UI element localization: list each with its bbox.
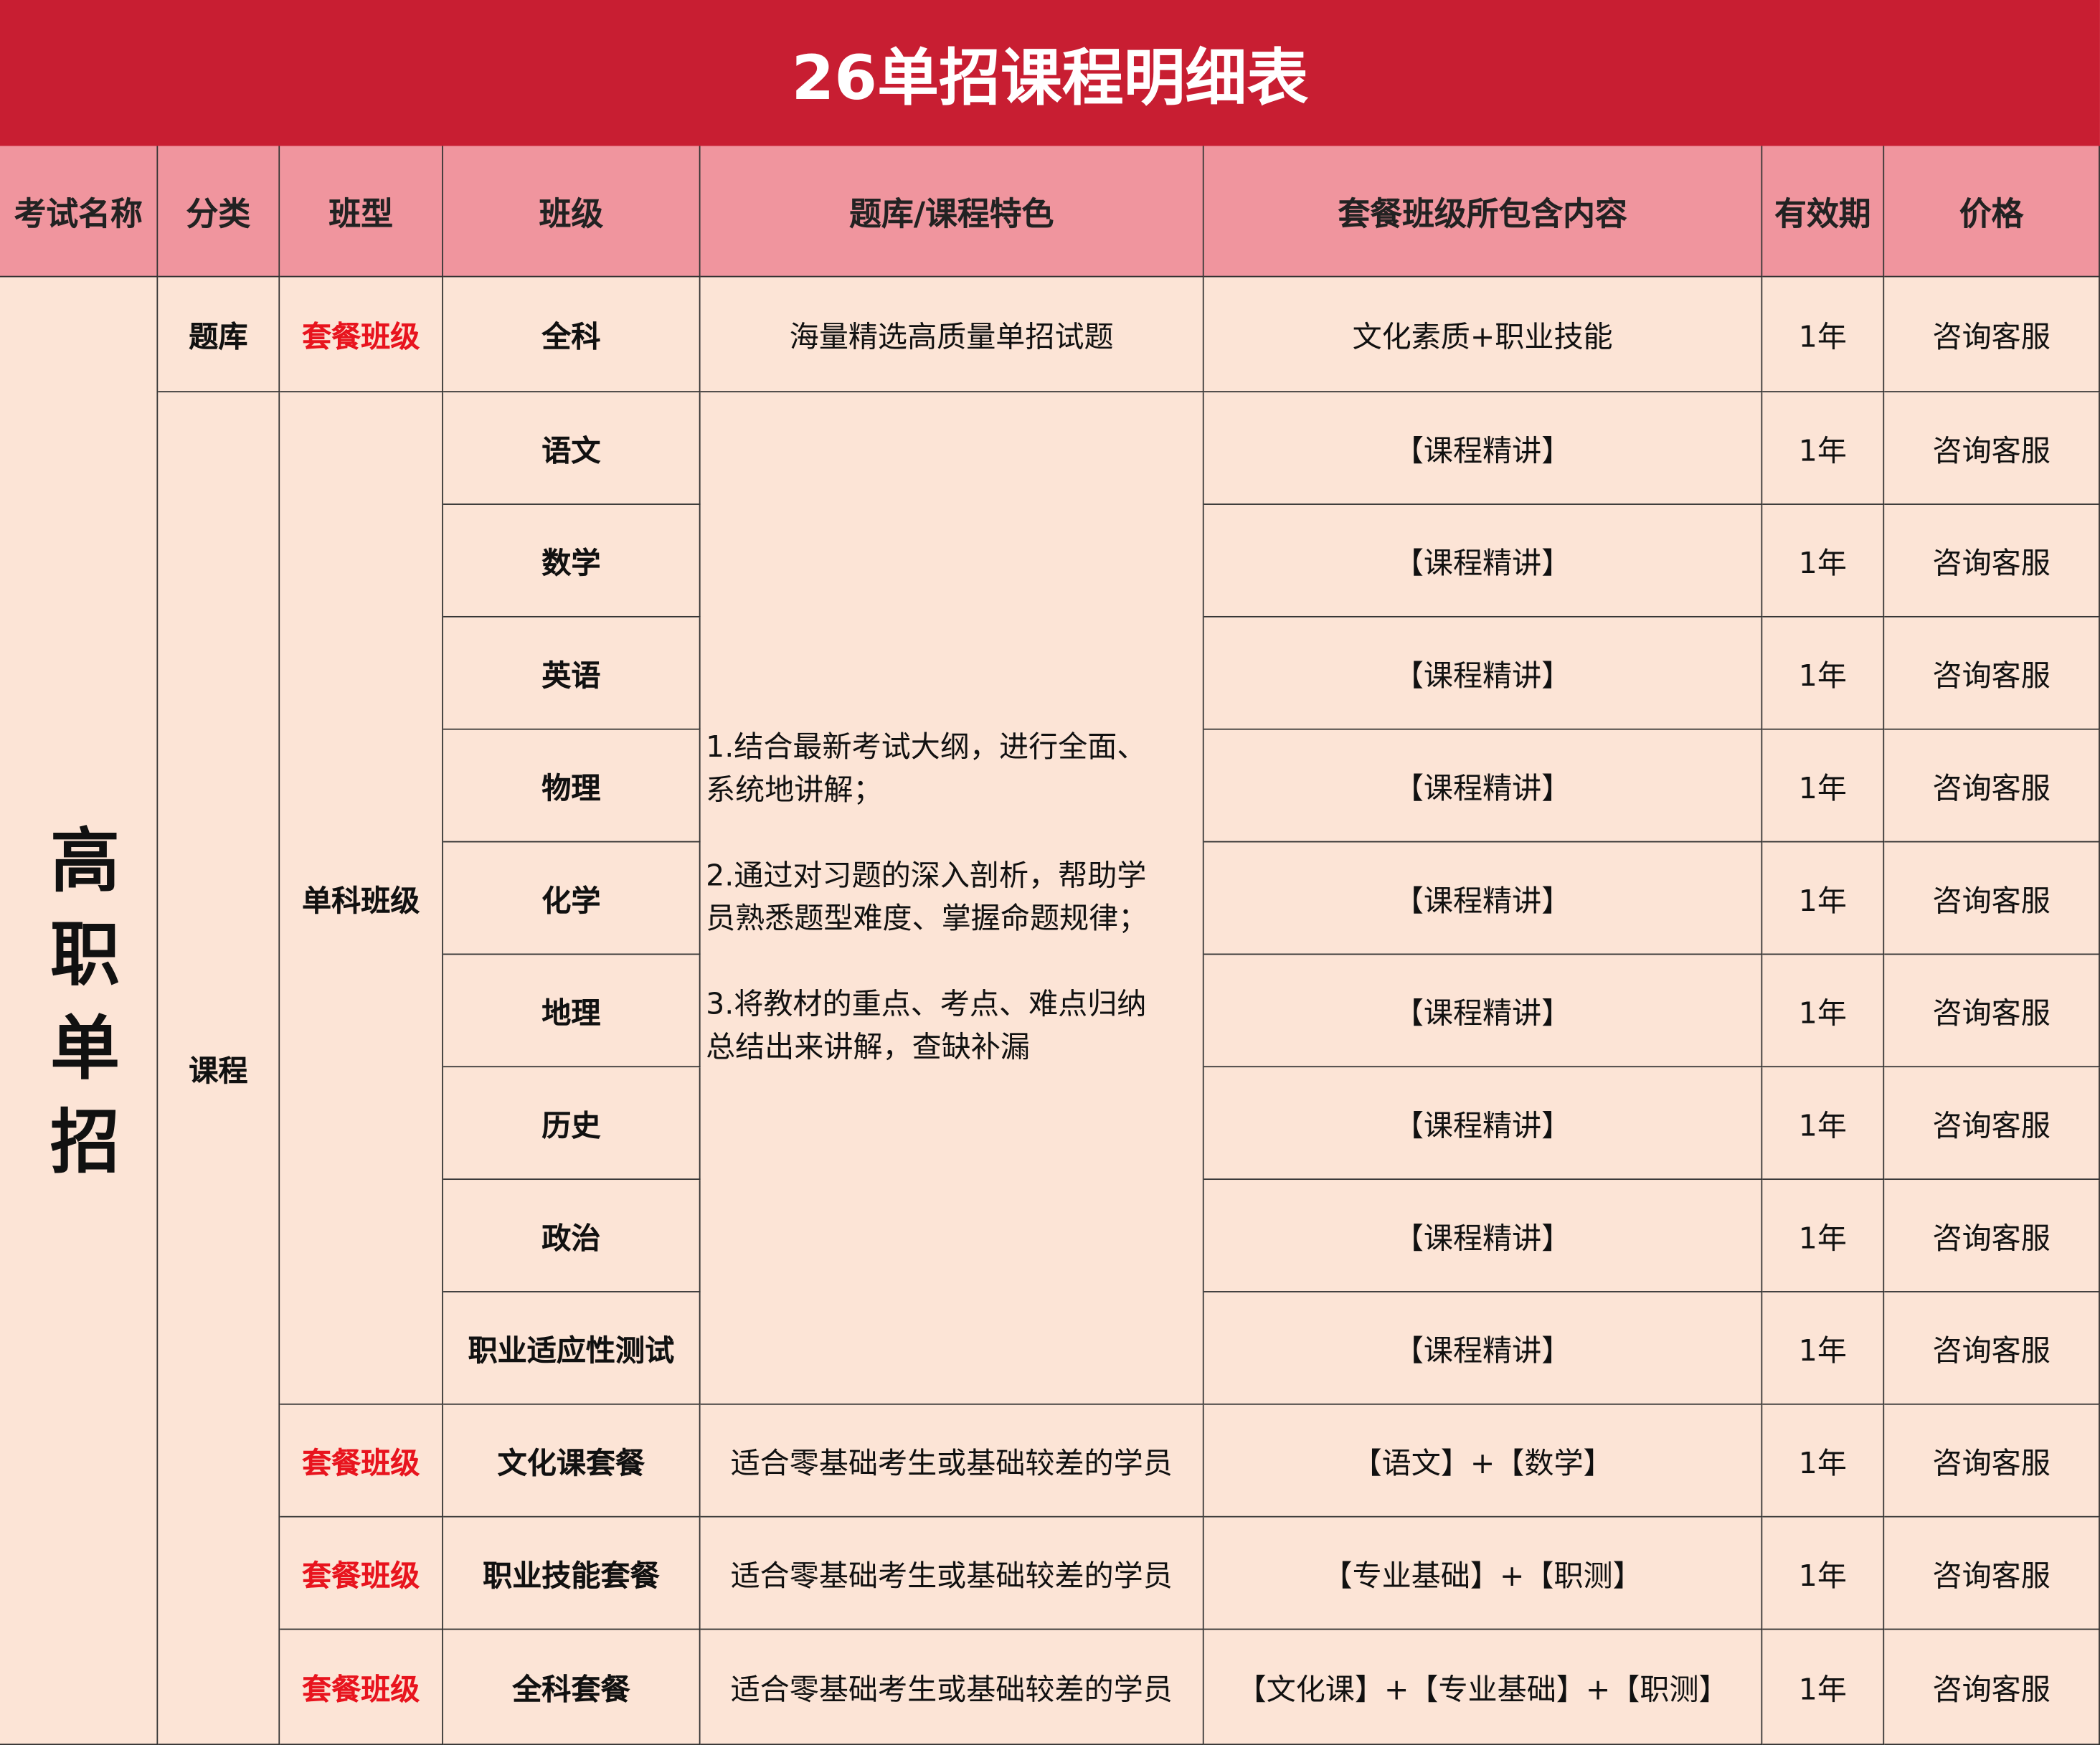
feature-cell: 适合零基础考生或基础较差的学员 [700,1517,1204,1630]
exam-name-cell: 高职单招 [0,277,159,1745]
column-header: 分类 [158,146,280,278]
price-cell: 咨询客服 [1884,955,2100,1068]
validity-cell: 1年 [1762,392,1885,505]
price-cell: 咨询客服 [1884,842,2100,955]
validity-cell: 1年 [1762,1180,1885,1292]
price-cell: 咨询客服 [1884,617,2100,730]
feature-cell: 海量精选高质量单招试题 [700,277,1204,393]
validity-cell: 1年 [1762,1630,1885,1745]
content-cell: 【课程精讲】 [1203,842,1763,955]
column-header: 有效期 [1762,146,1885,278]
class-type-cell: 套餐班级 [280,1517,444,1630]
class-cell: 物理 [443,729,701,843]
column-header: 价格 [1884,146,2100,278]
content-cell: 【课程精讲】 [1203,392,1763,505]
price-cell: 咨询客服 [1884,729,2100,843]
validity-cell: 1年 [1762,1292,1885,1405]
feature-cell: 适合零基础考生或基础较差的学员 [700,1630,1204,1745]
price-cell: 咨询客服 [1884,504,2100,618]
category-cell: 课程 [158,392,280,1745]
category-cell: 题库 [158,277,280,393]
class-cell: 全科套餐 [443,1630,701,1745]
column-header: 班级 [443,146,701,278]
price-cell: 咨询客服 [1884,1630,2100,1745]
content-cell: 【文化课】+【专业基础】+【职测】 [1203,1630,1763,1745]
column-header: 考试名称 [0,146,159,278]
content-cell: 【课程精讲】 [1203,729,1763,843]
price-cell: 咨询客服 [1884,1517,2100,1630]
class-cell: 全科 [443,277,701,393]
class-cell: 职业适应性测试 [443,1292,701,1405]
price-cell: 咨询客服 [1884,277,2100,393]
feature-cell: 适合零基础考生或基础较差的学员 [700,1404,1204,1518]
column-header: 班型 [280,146,444,278]
class-cell: 地理 [443,955,701,1068]
feature-cell: 1.结合最新考试大纲，进行全面、 系统地讲解； 2.通过对习题的深入剖析，帮助学… [700,392,1204,1405]
validity-cell: 1年 [1762,729,1885,843]
price-cell: 咨询客服 [1884,1292,2100,1405]
class-cell: 化学 [443,842,701,955]
class-cell: 文化课套餐 [443,1404,701,1518]
class-cell: 英语 [443,617,701,730]
class-cell: 语文 [443,392,701,505]
content-cell: 【课程精讲】 [1203,504,1763,618]
content-cell: 【课程精讲】 [1203,1180,1763,1292]
class-type-cell: 单科班级 [280,392,444,1405]
validity-cell: 1年 [1762,504,1885,618]
class-cell: 历史 [443,1067,701,1181]
price-cell: 咨询客服 [1884,1404,2100,1518]
column-header: 题库/课程特色 [700,146,1204,278]
validity-cell: 1年 [1762,617,1885,730]
class-type-cell: 套餐班级 [280,1404,444,1518]
price-cell: 咨询客服 [1884,1067,2100,1181]
price-cell: 咨询客服 [1884,1180,2100,1292]
class-cell: 职业技能套餐 [443,1517,701,1630]
validity-cell: 1年 [1762,1404,1885,1518]
table-title: 26单招课程明细表 [0,0,2100,146]
class-cell: 政治 [443,1180,701,1292]
validity-cell: 1年 [1762,842,1885,955]
price-cell: 咨询客服 [1884,392,2100,505]
class-type-cell: 套餐班级 [280,277,444,393]
validity-cell: 1年 [1762,277,1885,393]
content-cell: 【课程精讲】 [1203,1067,1763,1181]
validity-cell: 1年 [1762,1517,1885,1630]
content-cell: 【课程精讲】 [1203,1292,1763,1405]
content-cell: 文化素质+职业技能 [1203,277,1763,393]
class-cell: 数学 [443,504,701,618]
class-type-cell: 套餐班级 [280,1630,444,1745]
content-cell: 【课程精讲】 [1203,955,1763,1068]
column-header: 套餐班级所包含内容 [1203,146,1763,278]
content-cell: 【专业基础】+【职测】 [1203,1517,1763,1630]
content-cell: 【语文】+【数学】 [1203,1404,1763,1518]
validity-cell: 1年 [1762,1067,1885,1181]
validity-cell: 1年 [1762,955,1885,1068]
content-cell: 【课程精讲】 [1203,617,1763,730]
